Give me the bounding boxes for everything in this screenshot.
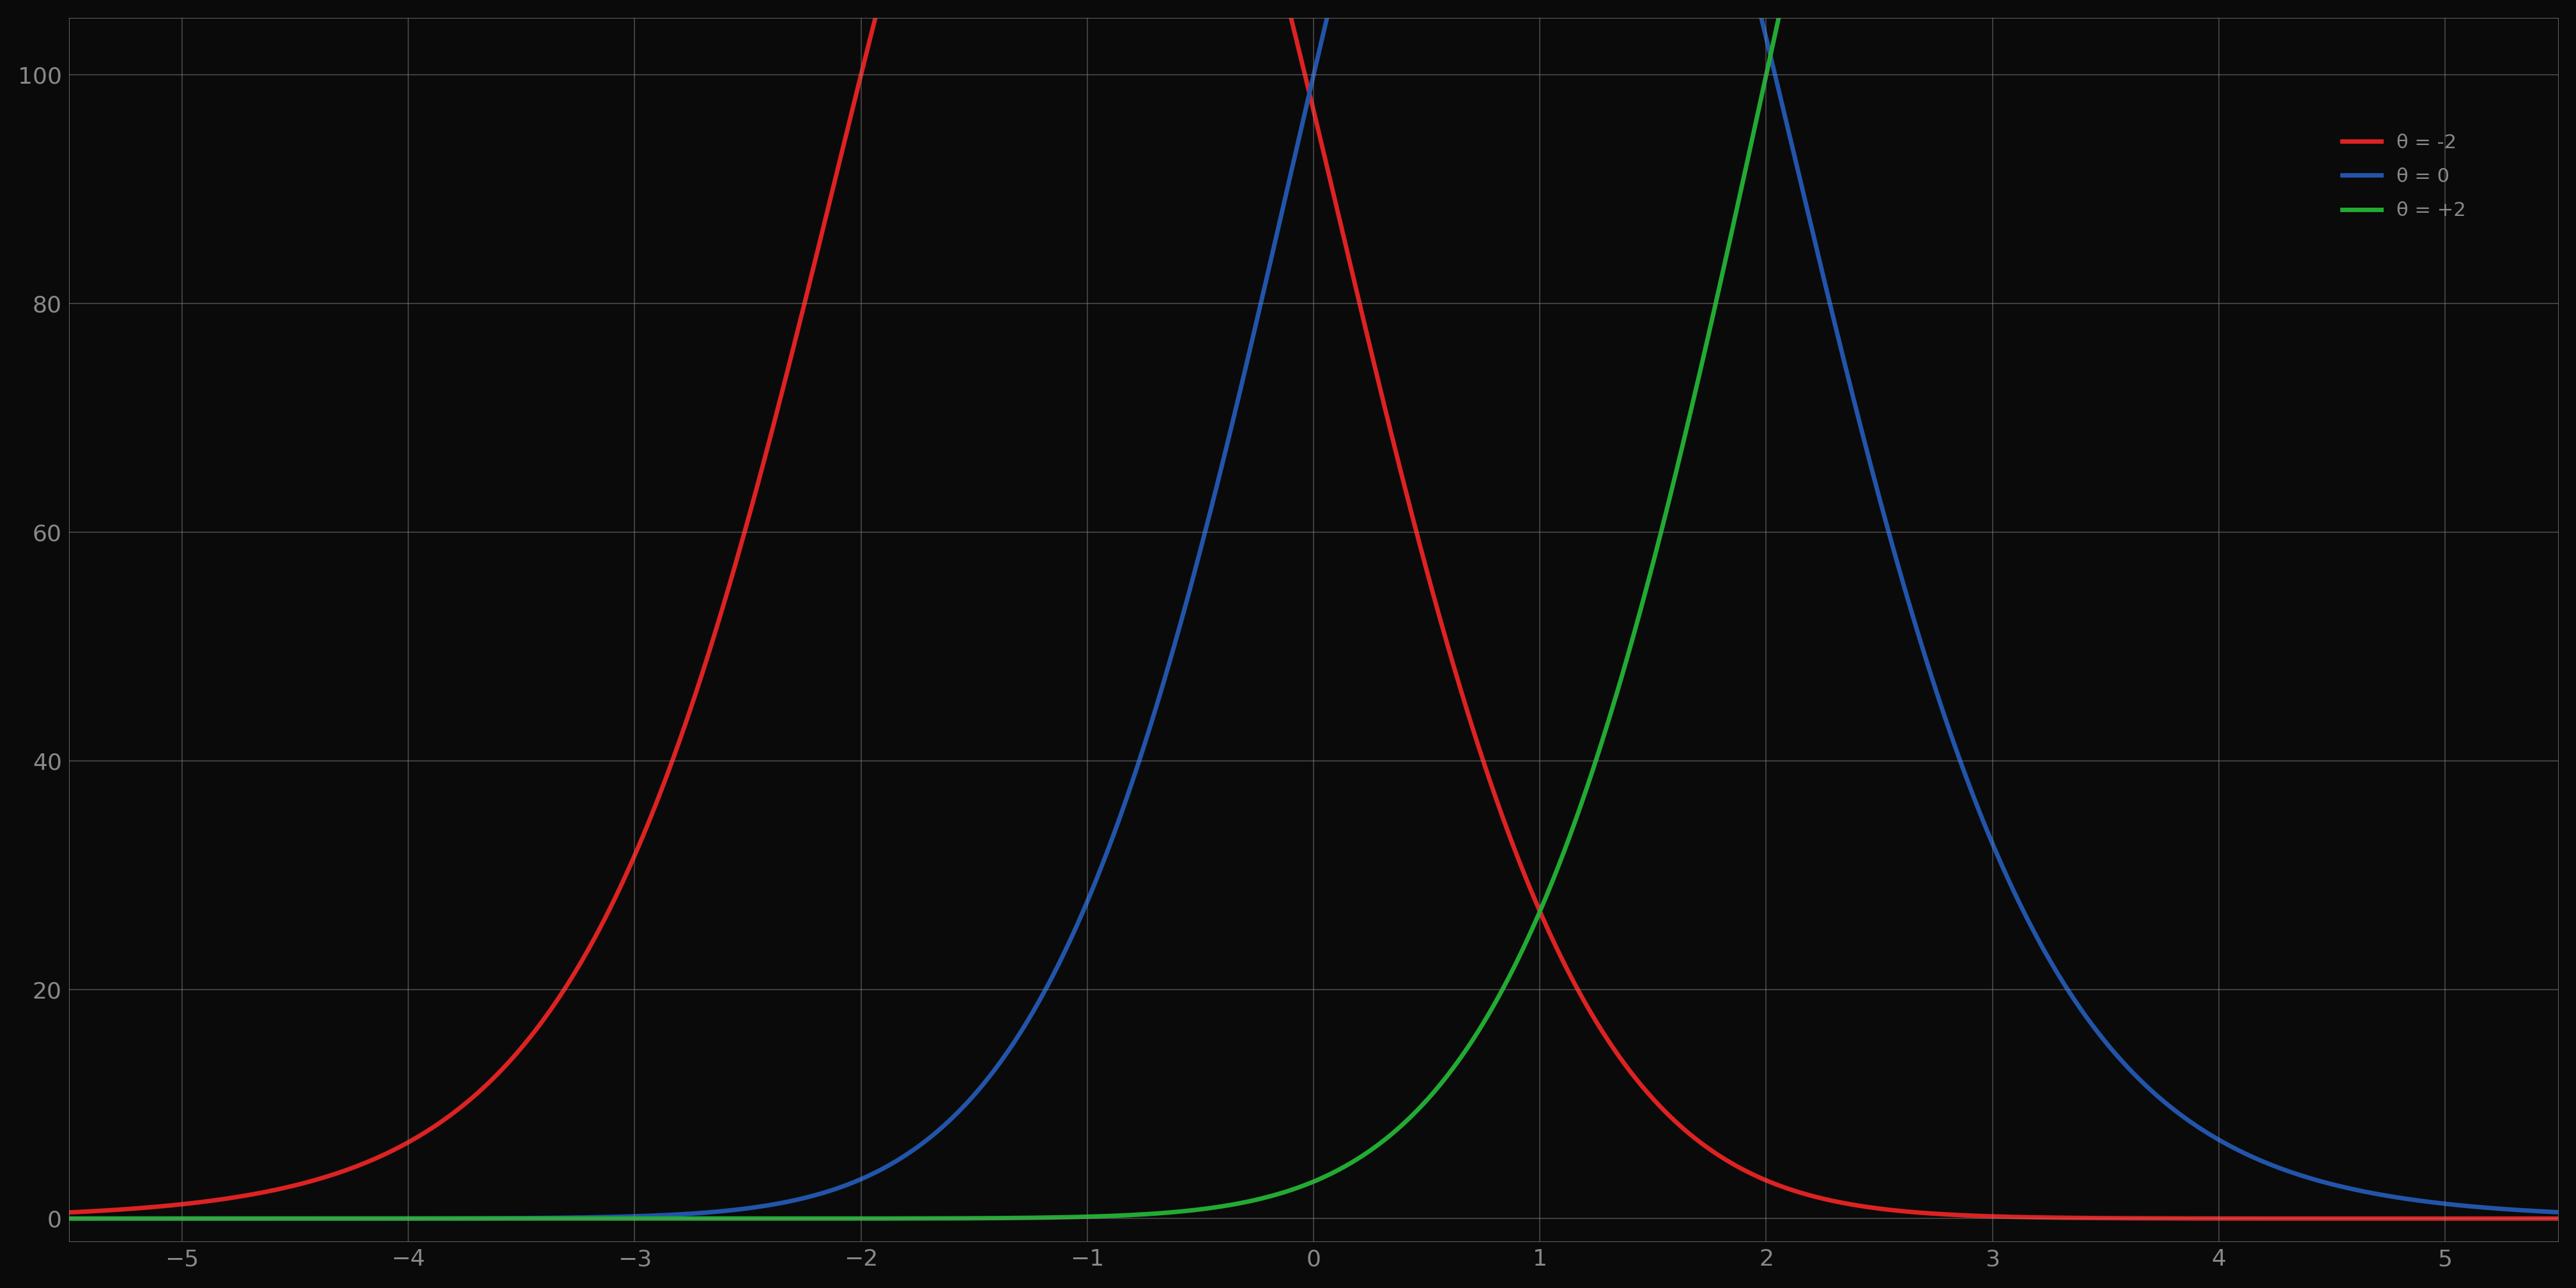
θ = -2	[484, 1063, 515, 1078]
θ = +2	[1115, 1207, 1146, 1222]
θ = 0	[1115, 777, 1146, 792]
θ = 0	[2494, 1202, 2524, 1217]
Line: θ = +2: θ = +2	[70, 0, 2558, 1218]
θ = 0	[2543, 1204, 2573, 1220]
θ = 0	[54, 1211, 85, 1226]
θ = 0	[484, 1211, 515, 1226]
θ = +2	[1007, 1211, 1038, 1226]
θ = 0	[2226, 1144, 2257, 1159]
Legend: θ = -2, θ = 0, θ = +2: θ = -2, θ = 0, θ = +2	[2334, 125, 2473, 228]
θ = 0	[1007, 1020, 1038, 1036]
Line: θ = -2: θ = -2	[70, 0, 2558, 1218]
θ = +2	[337, 1211, 368, 1226]
Line: θ = 0: θ = 0	[70, 0, 2558, 1218]
θ = 0	[337, 1211, 368, 1226]
θ = +2	[484, 1211, 515, 1226]
θ = -2	[2543, 1211, 2573, 1226]
θ = -2	[54, 1204, 85, 1220]
θ = -2	[2494, 1211, 2524, 1226]
θ = -2	[337, 1160, 368, 1176]
θ = +2	[54, 1211, 85, 1226]
θ = -2	[2226, 1211, 2257, 1226]
